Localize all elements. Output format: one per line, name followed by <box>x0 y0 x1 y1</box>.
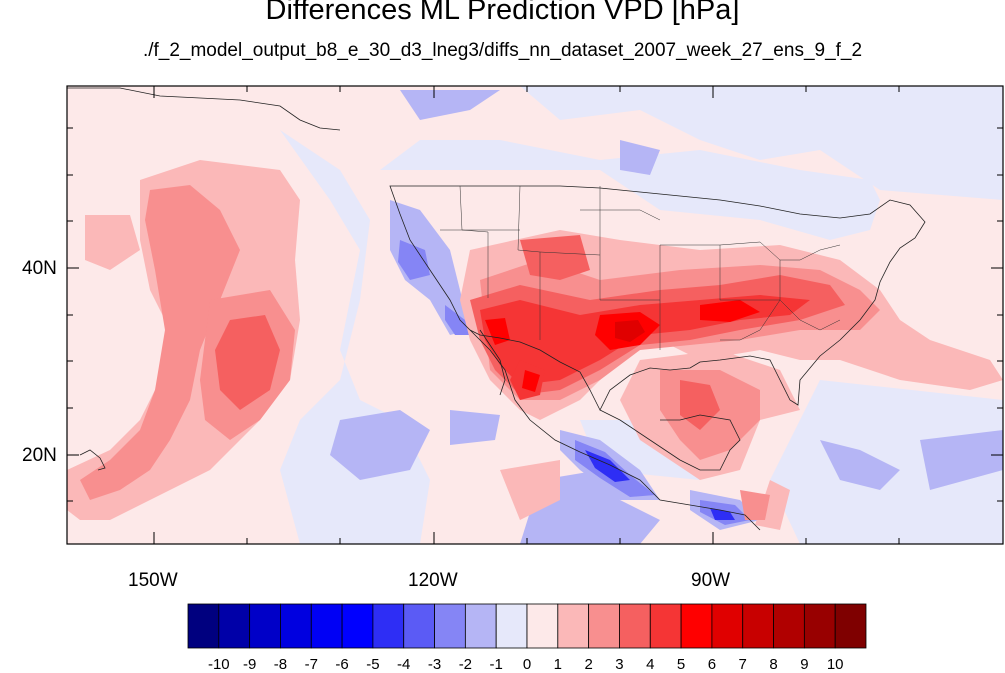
colorbar-box <box>280 603 312 649</box>
colorbar-box <box>742 603 774 649</box>
colorbar-tick-label: 6 <box>707 656 717 673</box>
colorbar-box <box>557 603 590 649</box>
colorbar-tick-label: 0 <box>522 656 532 673</box>
colorbar-tick-label: 10 <box>826 656 844 673</box>
colorbar-tick-label: -9 <box>242 656 257 673</box>
colorbar-tick-label: 1 <box>553 656 562 673</box>
colorbar-tick-label: -2 <box>458 656 473 673</box>
colorbar-tick-label: -8 <box>273 656 288 673</box>
colorbar-box <box>495 603 528 649</box>
colorbar-box <box>619 603 651 649</box>
colorbar-box <box>187 603 220 649</box>
colorbar-box <box>711 603 744 649</box>
lat-label-40n: 40N <box>22 258 57 279</box>
colorbar-tick-label: -1 <box>489 656 503 673</box>
colorbar-tick-label: 3 <box>615 656 624 673</box>
colorbar-box <box>834 603 867 649</box>
colorbar-box <box>680 603 713 649</box>
colorbar-box <box>588 603 620 649</box>
colorbar-tick-label: 2 <box>584 656 593 673</box>
colorbar-tick-label: 9 <box>800 656 809 673</box>
colorbar-box <box>218 603 251 649</box>
colorbar-box <box>249 603 281 649</box>
colorbar-tick-label: 7 <box>738 656 747 673</box>
chart-title: Differences ML Prediction VPD [hPa] <box>265 0 740 26</box>
colorbar-box <box>464 603 497 649</box>
colorbar-tick-label: -3 <box>427 656 442 673</box>
chart-subtitle: ./f_2_model_output_b8_e_30_d3_lneg3/diff… <box>142 40 863 61</box>
colorbar-box <box>773 603 805 649</box>
colorbar-box <box>803 603 836 649</box>
lon-label-150w: 150W <box>128 570 178 591</box>
colorbar-box <box>434 603 466 649</box>
colorbar-box <box>526 603 559 649</box>
colorbar-tick-label: -10 <box>207 656 230 673</box>
colorbar-tick-label: 4 <box>646 656 655 673</box>
colorbar-box <box>372 603 405 649</box>
colorbar-box <box>310 603 343 649</box>
lon-label-120w: 120W <box>408 570 458 591</box>
colorbar-box <box>649 603 682 649</box>
colorbar-tick-label: 8 <box>769 656 778 673</box>
colorbar-tick-label: -7 <box>304 656 318 673</box>
lon-label-90w: 90W <box>691 570 731 591</box>
colorbar-box <box>403 603 435 649</box>
colorbar-tick-label: 5 <box>676 656 686 673</box>
map-field <box>67 86 1003 544</box>
colorbar-tick-label: -6 <box>335 656 349 673</box>
lat-label-20n: 20N <box>22 445 57 466</box>
colorbar-tick-label: -4 <box>397 656 411 673</box>
colorbar-tick-label: -5 <box>366 656 380 673</box>
colorbar-box <box>341 603 374 649</box>
